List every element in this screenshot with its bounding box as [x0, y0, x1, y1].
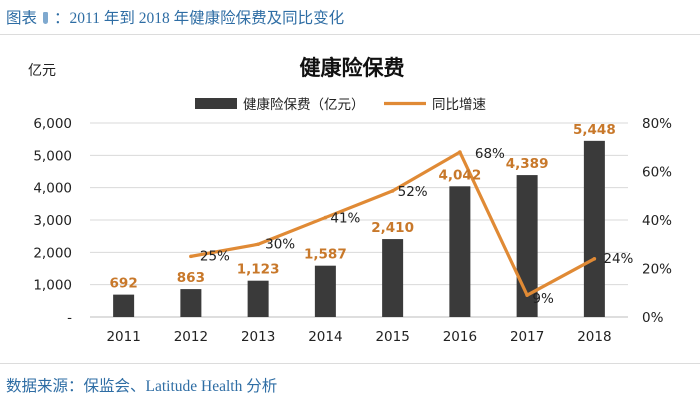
bar-value-label: 1,587 — [304, 247, 347, 263]
x-tick-label: 2016 — [443, 329, 477, 345]
x-tick-label: 2014 — [308, 329, 342, 345]
y-tick-label: 2,000 — [33, 245, 72, 261]
caption-prefix: 图表 — [6, 10, 38, 27]
x-tick-label: 2018 — [577, 329, 611, 345]
bar-value-label: 4,389 — [506, 156, 549, 172]
legend: 健康险保费（亿元） 同比增速 — [195, 96, 486, 113]
x-tick-label: 2013 — [241, 329, 275, 345]
gridlines — [90, 122, 628, 318]
bar — [449, 186, 471, 317]
y-axis-label: 亿元 — [28, 63, 56, 79]
growth-value-label: 30% — [265, 236, 295, 252]
line-series — [189, 150, 597, 297]
growth-point — [458, 150, 462, 154]
bar-value-label: 863 — [177, 270, 205, 286]
y2-tick-label: 0% — [642, 310, 664, 326]
y2-tick-label: 20% — [642, 262, 672, 278]
growth-point — [256, 242, 260, 247]
y-tick-label: 3,000 — [33, 213, 72, 229]
caption-title: ：2011 年到 2018 年健康险保费及同比变化 — [54, 10, 345, 27]
bar — [113, 294, 135, 317]
bar-value-label: 692 — [110, 276, 138, 292]
y-tick-label: 5,000 — [33, 148, 72, 164]
bar — [314, 265, 336, 317]
bar-value-label: 1,123 — [237, 262, 280, 278]
data-labels: 692 863 1,123 1,587 2,410 4,042 4,389 5,448 25% 3… — [110, 122, 634, 307]
y-tick-label: - — [67, 310, 72, 326]
growth-value-label: 9% — [532, 291, 554, 307]
legend-line-label: 同比增速 — [432, 97, 486, 113]
growth-value-label: 25% — [200, 248, 230, 264]
source-text: 数据来源：保监会、Latitude Health 分析 — [6, 378, 278, 395]
x-tick-label: 2012 — [174, 329, 208, 345]
figure-caption: 图表 ：2011 年到 2018 年健康险保费及同比变化 — [0, 0, 700, 34]
x-tick-label: 2015 — [375, 329, 409, 345]
growth-value-label: 41% — [330, 211, 360, 227]
x-tick-label: 2017 — [510, 329, 544, 345]
chart-title: 健康险保费 — [300, 56, 405, 80]
growth-point — [592, 257, 597, 261]
y-tick-label: 4,000 — [33, 181, 72, 197]
growth-point — [390, 189, 395, 193]
y-tick-label: 1,000 — [33, 278, 72, 294]
y2-tick-label: 60% — [642, 165, 672, 181]
bar — [247, 280, 269, 317]
growth-value-label: 52% — [398, 184, 428, 200]
bar-value-label: 5,448 — [573, 122, 616, 138]
chart-frame: 健康险保费 亿元 健康险保费（亿元） 同比增速 - 1,000 2,000 3,000 4… — [0, 34, 700, 364]
bar — [180, 289, 202, 317]
chart: 健康险保费 亿元 健康险保费（亿元） 同比增速 - 1,000 2,000 3,000 4… — [28, 56, 672, 345]
y-tick-label: 6,000 — [33, 116, 72, 132]
bar-series — [113, 140, 605, 317]
source-note: 数据来源：保监会、Latitude Health 分析 — [0, 368, 700, 402]
growth-value-label: 24% — [603, 251, 633, 267]
growth-value-label: 68% — [475, 146, 505, 162]
growth-point — [189, 254, 193, 259]
caption-mark-icon — [43, 12, 49, 24]
y2-tick-label: 80% — [642, 116, 672, 132]
legend-bar-label: 健康险保费（亿元） — [243, 96, 365, 113]
bar — [583, 140, 605, 317]
bar — [382, 239, 404, 317]
bar-value-label: 2,410 — [371, 220, 414, 236]
y2-tick-label: 40% — [642, 213, 672, 229]
legend-bar-swatch — [195, 98, 237, 109]
growth-point — [323, 215, 328, 220]
x-tick-label: 2011 — [106, 329, 140, 345]
bar-value-label: 4,042 — [439, 167, 482, 183]
growth-point — [525, 293, 529, 297]
axes: - 1,000 2,000 3,000 4,000 5,000 6,000 0% 20% 40% 6… — [33, 116, 672, 345]
